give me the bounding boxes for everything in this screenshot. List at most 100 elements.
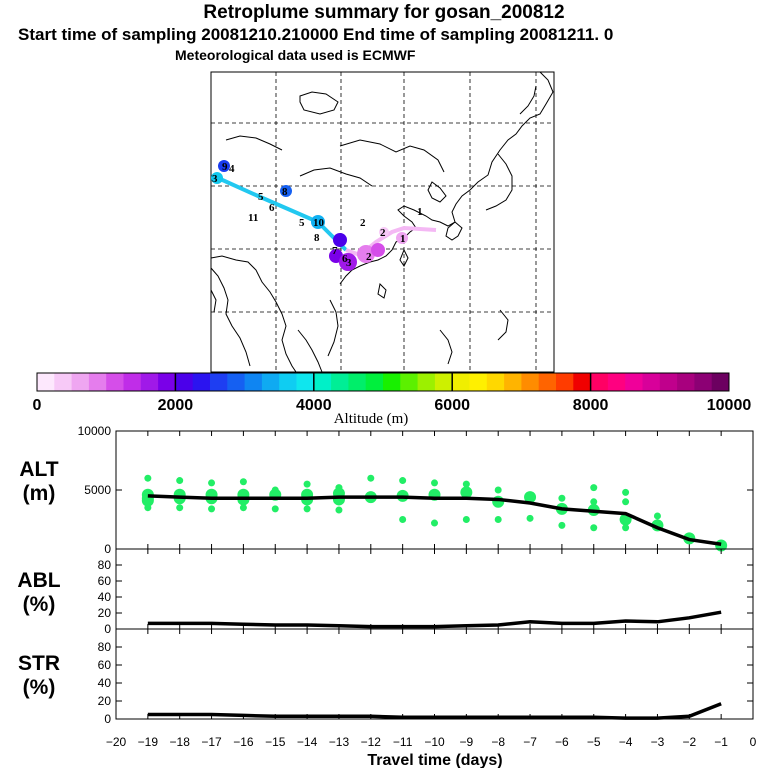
x-tick-label: −16 — [233, 735, 254, 749]
colorbar-swatch — [244, 373, 263, 391]
trajectory-point — [371, 243, 385, 257]
series-line-alt — [147, 494, 722, 547]
map-panel: 9 4 3 5 6 8 11 5 10 8 2 1 2 7 6 3 2 1 — [210, 71, 555, 373]
altitude-bubble — [335, 506, 343, 514]
colorbar-swatch — [469, 373, 488, 391]
colorbar-swatch — [158, 373, 176, 391]
altitude-bubble — [208, 479, 216, 487]
sampling-times: Start time of sampling 20081210.210000 E… — [18, 25, 614, 44]
colorbar-swatch — [383, 373, 401, 391]
altitude-bubble — [144, 504, 152, 512]
colorbar-swatch — [37, 373, 55, 391]
y-tick-label: 40 — [98, 590, 112, 604]
colorbar-tick-labels: 0 2000 4000 6000 8000 10000 — [33, 373, 751, 414]
x-tick-label: −7 — [523, 735, 537, 749]
altitude-bubble — [590, 484, 598, 492]
x-tick-label: −8 — [491, 735, 505, 749]
panel-frame — [115, 628, 754, 720]
colorbar-swatch — [88, 373, 107, 391]
met-data-note: Meteorological data used is ECMWF — [175, 47, 416, 63]
colorbar-swatch — [625, 373, 643, 391]
traj-label: 11 — [248, 212, 258, 224]
traj-label: 3 — [212, 173, 218, 185]
colorbar-swatch — [192, 373, 211, 391]
traj-label: 4 — [229, 163, 235, 175]
altitude-bubble — [462, 516, 470, 523]
y-axis-label: ALT — [19, 458, 58, 481]
colorbar-swatch — [279, 373, 297, 391]
trajectory-point — [311, 215, 325, 229]
colorbar-swatch — [123, 373, 142, 391]
x-tick-label: −10 — [424, 735, 445, 749]
x-tick-label: −18 — [170, 735, 191, 749]
x-tick-label: −13 — [329, 735, 350, 749]
x-tick-label: −5 — [587, 735, 601, 749]
trajectory-point — [218, 160, 230, 172]
traj-label: 5 — [258, 191, 264, 203]
colorbar-swatch — [486, 373, 505, 391]
traj-label: 10 — [313, 217, 325, 229]
traj-label: 8 — [282, 186, 288, 198]
x-tick-label: −15 — [265, 735, 286, 749]
altitude-bubble — [526, 514, 534, 522]
colorbar-swatch — [331, 373, 349, 391]
traj-label: 9 — [222, 161, 228, 173]
altitude-bubble — [462, 480, 470, 488]
y-tick-label: 40 — [98, 676, 112, 690]
colorbar-swatch — [573, 373, 592, 391]
x-tick-label: −2 — [682, 735, 696, 749]
altitude-bubble — [239, 504, 247, 512]
traj-label: 6 — [342, 253, 348, 265]
trajectory-point — [396, 232, 408, 244]
colorbar-frame — [36, 372, 730, 392]
altitude-bubble — [431, 519, 438, 527]
y-tick-label: 5000 — [84, 483, 111, 497]
x-tick-label: −6 — [555, 735, 569, 749]
colorbar-swatch — [521, 373, 540, 391]
altitude-bubble — [590, 498, 598, 506]
traj-label: 3 — [346, 257, 352, 269]
altitude-bubble — [399, 477, 407, 485]
x-tick-label: −1 — [714, 735, 728, 749]
colorbar-label: Altitude (m) — [334, 411, 409, 427]
colorbar-swatch — [659, 373, 678, 391]
y-tick-label: 20 — [98, 606, 112, 620]
y-axis-label: STR — [18, 652, 60, 675]
map-frame — [210, 71, 555, 373]
colorbar-tick-label: 4000 — [296, 397, 332, 414]
colorbar-swatch — [642, 373, 661, 391]
y-axis-unit: (m) — [23, 482, 56, 505]
colorbar-swatch — [261, 373, 280, 391]
colorbar-swatch — [210, 373, 228, 391]
colorbar-swatch — [694, 373, 713, 391]
y-tick-label: 20 — [98, 694, 112, 708]
colorbar-swatch — [556, 373, 574, 391]
y-axis-unit: (%) — [23, 593, 56, 616]
x-tick-label: −4 — [619, 735, 633, 749]
map-graticule — [211, 72, 554, 372]
trajectory-point — [211, 172, 223, 184]
colorbar-tick-label: 6000 — [434, 397, 470, 414]
x-tick-label: −9 — [460, 735, 474, 749]
trajectory-point — [357, 245, 375, 263]
x-tick-label: −19 — [138, 735, 159, 749]
traj-label: 2 — [380, 227, 386, 239]
x-tick-label: −20 — [106, 735, 127, 749]
traj-label: 8 — [314, 232, 320, 244]
colorbar-tick-label: 8000 — [573, 397, 609, 414]
coastlines — [210, 71, 554, 373]
altitude-bubble — [208, 505, 216, 513]
colorbar-swatch — [106, 373, 124, 391]
trajectory-point — [333, 233, 347, 247]
trajectory-labels: 9 4 3 5 6 8 11 5 10 8 2 1 2 7 6 3 2 1 — [212, 161, 423, 269]
y-tick-label: 0 — [104, 712, 111, 726]
x-tick-label: −12 — [361, 735, 382, 749]
altitude-bubble — [399, 516, 407, 523]
colorbar-swatch — [417, 373, 436, 391]
x-tick-label: 0 — [750, 735, 757, 749]
altitude-colorbar — [37, 373, 730, 391]
trajectory-path-cyan — [217, 176, 348, 252]
trajectory-point — [339, 253, 357, 271]
traj-label: 5 — [299, 217, 305, 229]
